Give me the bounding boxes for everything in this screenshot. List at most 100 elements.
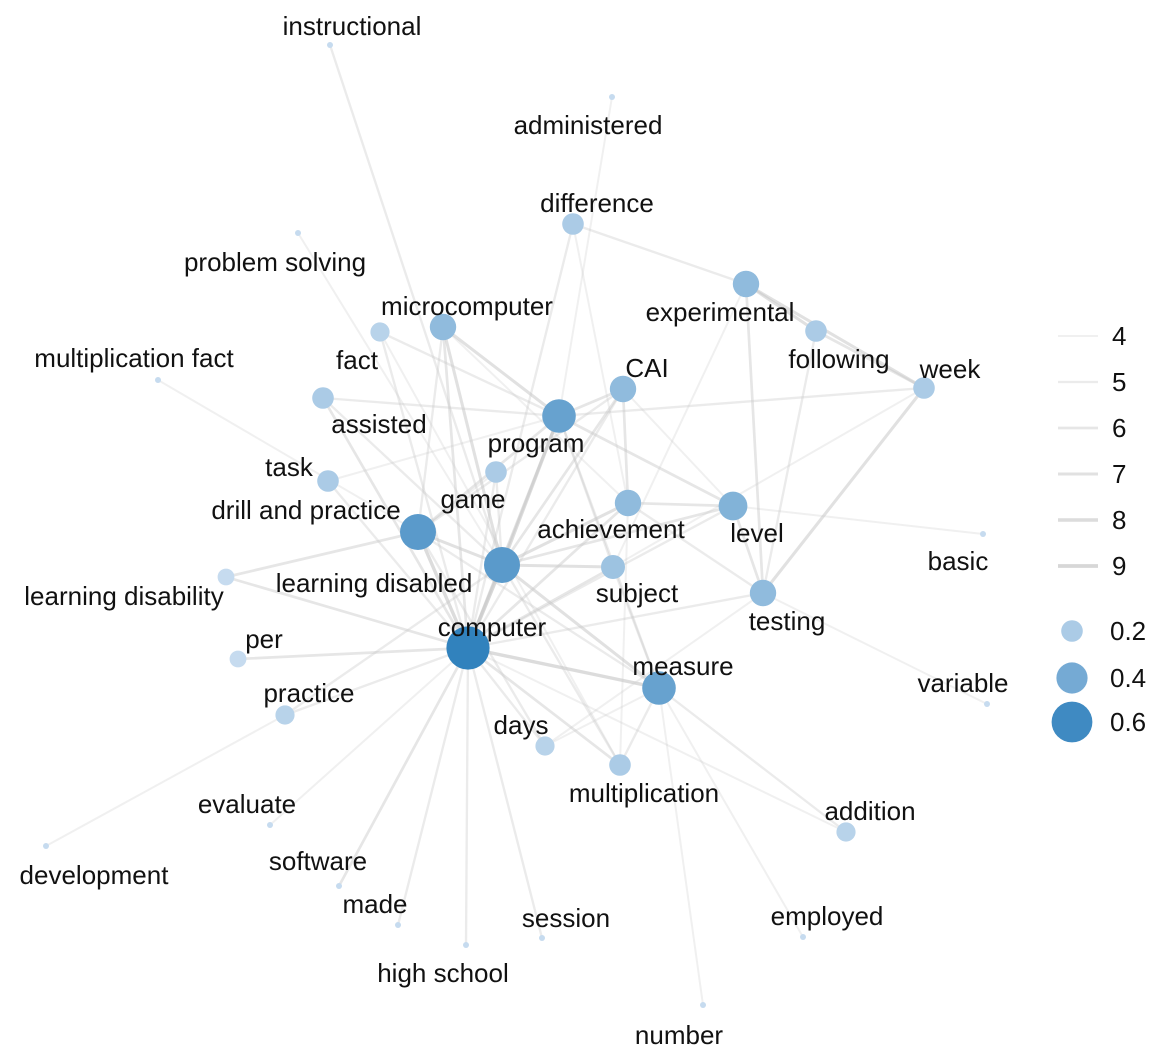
edge-assisted-learning_disabled — [321, 396, 504, 567]
edge-experimental-testing — [744, 282, 765, 595]
edge-difference-experimental — [571, 222, 748, 286]
edge-computer-session — [466, 646, 544, 940]
edge-subject-computer — [466, 565, 615, 650]
edge-learning_disabled-practice — [283, 563, 504, 717]
node-label-addition: addition — [824, 796, 915, 826]
node-achievement — [614, 489, 642, 517]
edge-fact-program — [378, 330, 561, 418]
node-week — [913, 377, 935, 399]
edge-task-computer — [326, 479, 470, 650]
edge-fact-computer — [378, 330, 470, 650]
node-label-fact: fact — [336, 345, 379, 375]
node-instructional — [327, 42, 333, 48]
node-label-learning_disabled: learning disabled — [276, 568, 473, 598]
edge-assisted-computer — [321, 396, 470, 650]
edge-experimental-subject — [612, 283, 747, 568]
edge-learning_disability-computer — [224, 575, 470, 650]
node-label-drill_and_practice: drill and practice — [211, 495, 400, 525]
edge-level-testing — [731, 504, 765, 595]
legend-size-label: 0.4 — [1110, 663, 1146, 693]
edge-CAI-learning_disabled — [500, 387, 625, 567]
node-fact — [370, 322, 390, 342]
edge-microcomputer-program — [441, 325, 561, 418]
edge-instructional-learning_disabled — [328, 43, 504, 567]
node-microcomputer — [429, 313, 457, 341]
edge-week-testing — [761, 386, 926, 595]
node-label-CAI: CAI — [625, 353, 668, 383]
node-per — [229, 650, 247, 668]
node-label-number: number — [635, 1020, 723, 1050]
node-label-basic: basic — [928, 546, 989, 576]
node-label-per: per — [245, 624, 283, 654]
node-label-employed: employed — [771, 901, 884, 931]
edge-following-testing — [761, 329, 818, 595]
legend-size-swatch — [1056, 662, 1088, 694]
edge-drill_and_practice-learning_disability — [224, 530, 420, 579]
edge-level-basic — [732, 505, 984, 535]
legend-size-label: 0.2 — [1110, 616, 1146, 646]
node-label-variable: variable — [917, 668, 1008, 698]
node-software — [336, 883, 342, 889]
legend-edge-label: 5 — [1112, 367, 1126, 397]
node-label-measure: measure — [632, 651, 733, 681]
edge-problem_solving-learning_disabled — [297, 232, 503, 566]
edge-testing-days — [544, 592, 764, 747]
legend-size-label: 0.6 — [1110, 707, 1146, 737]
node-label-subject: subject — [596, 578, 679, 608]
node-development — [43, 843, 49, 849]
edge-learning_disabled-subject — [500, 563, 615, 569]
node-variable — [984, 701, 990, 707]
node-addition — [836, 822, 856, 842]
legend-edge-label: 7 — [1112, 459, 1126, 489]
node-evaluate — [267, 822, 273, 828]
legend-edge-label: 8 — [1112, 505, 1126, 535]
edge-program-measure — [557, 414, 661, 690]
node-task — [317, 470, 339, 492]
node-multiplication — [609, 754, 631, 776]
edge-microcomputer-drill_and_practice — [416, 325, 445, 534]
edge-measure-days — [544, 687, 660, 747]
node-label-week: week — [919, 354, 982, 384]
node-following — [805, 320, 827, 342]
node-practice — [275, 705, 295, 725]
node-problem_solving — [295, 230, 301, 236]
edge-computer-evaluate — [269, 647, 469, 826]
legend-edge-label: 6 — [1112, 413, 1126, 443]
node-label-multiplication: multiplication — [569, 778, 719, 808]
edge-CAI-computer — [466, 387, 625, 650]
edge-microcomputer-computer — [441, 325, 470, 650]
node-session — [539, 935, 545, 941]
node-label-microcomputer: microcomputer — [381, 291, 553, 321]
edge-difference-computer — [466, 222, 575, 650]
node-label-computer: computer — [438, 612, 547, 642]
node-label-development: development — [20, 860, 170, 890]
legend-edge-label: 9 — [1112, 551, 1126, 581]
edge-computer-multiplication — [466, 646, 622, 767]
edge-level-learning_disabled — [500, 504, 735, 567]
node-assisted — [312, 387, 334, 409]
node-learning_disabled — [484, 547, 520, 583]
node-drill_and_practice — [400, 514, 436, 550]
node-measure — [642, 671, 676, 705]
edges-layer — [45, 43, 988, 1006]
edge-achievement-multiplication — [619, 502, 629, 766]
edge-game-computer — [466, 470, 498, 650]
edge-practice-computer — [283, 646, 470, 717]
node-basic — [980, 531, 986, 537]
node-label-instructional: instructional — [283, 11, 422, 41]
node-label-software: software — [269, 846, 367, 876]
node-label-evaluate: evaluate — [198, 789, 296, 819]
node-label-assisted: assisted — [331, 409, 426, 439]
node-label-session: session — [522, 903, 610, 933]
node-label-practice: practice — [263, 678, 354, 708]
edge-learning_disabled-measure — [500, 563, 661, 690]
legend-size-swatch — [1051, 701, 1093, 743]
node-administered — [609, 94, 615, 100]
legend-size-swatch — [1061, 620, 1083, 642]
node-label-task: task — [265, 452, 314, 482]
edge-practice-development — [45, 714, 286, 847]
edge-achievement-level — [626, 501, 735, 508]
node-label-following: following — [788, 344, 889, 374]
edge-measure-number — [658, 687, 704, 1006]
